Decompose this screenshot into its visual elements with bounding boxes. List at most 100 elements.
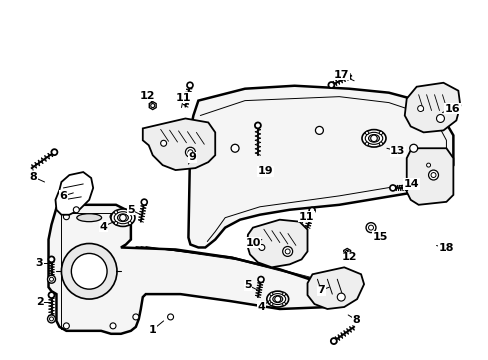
Circle shape [167, 314, 173, 320]
Circle shape [427, 170, 438, 180]
Circle shape [368, 225, 373, 230]
Polygon shape [307, 267, 364, 309]
Text: 13: 13 [389, 146, 405, 156]
Text: 8: 8 [351, 315, 359, 325]
Polygon shape [48, 205, 334, 334]
Circle shape [328, 82, 334, 88]
Circle shape [185, 147, 195, 157]
Circle shape [254, 122, 260, 129]
Circle shape [110, 323, 116, 329]
Circle shape [269, 302, 272, 306]
Circle shape [48, 292, 54, 298]
Circle shape [120, 215, 126, 221]
Circle shape [370, 135, 377, 141]
Polygon shape [404, 83, 459, 132]
Text: 12: 12 [140, 91, 155, 101]
Ellipse shape [368, 135, 379, 142]
Circle shape [63, 323, 69, 329]
Text: 6: 6 [60, 191, 67, 201]
Circle shape [436, 114, 444, 122]
Circle shape [274, 296, 280, 302]
Circle shape [186, 82, 193, 88]
Ellipse shape [361, 130, 385, 147]
Circle shape [47, 275, 55, 283]
Circle shape [231, 144, 239, 152]
Text: 11: 11 [175, 93, 191, 103]
Text: 12: 12 [341, 252, 356, 262]
Circle shape [379, 131, 382, 135]
Circle shape [282, 293, 285, 296]
Circle shape [161, 140, 166, 146]
Circle shape [258, 244, 264, 251]
Text: 18: 18 [438, 243, 453, 253]
Circle shape [71, 253, 107, 289]
Text: 4: 4 [99, 222, 107, 231]
Text: 3: 3 [36, 258, 43, 268]
Text: 5: 5 [244, 280, 251, 290]
Ellipse shape [114, 212, 131, 224]
Text: 2: 2 [36, 297, 43, 307]
Circle shape [47, 315, 55, 323]
Ellipse shape [272, 296, 282, 302]
Text: 9: 9 [188, 152, 196, 162]
Circle shape [269, 293, 272, 296]
Text: 4: 4 [257, 302, 265, 312]
Circle shape [308, 207, 314, 213]
Circle shape [430, 172, 435, 177]
Circle shape [49, 277, 53, 281]
Circle shape [73, 207, 79, 213]
Circle shape [133, 314, 139, 320]
Circle shape [345, 251, 348, 255]
Circle shape [330, 338, 336, 344]
Ellipse shape [269, 294, 285, 305]
Circle shape [49, 317, 53, 321]
Ellipse shape [266, 291, 288, 307]
Circle shape [282, 247, 292, 256]
Text: 15: 15 [371, 231, 387, 242]
Text: 14: 14 [403, 179, 419, 189]
Circle shape [409, 144, 417, 152]
Circle shape [366, 223, 375, 233]
Circle shape [365, 142, 368, 145]
Circle shape [337, 293, 345, 301]
Ellipse shape [77, 214, 102, 222]
Circle shape [128, 211, 131, 214]
Circle shape [48, 256, 54, 262]
Circle shape [379, 142, 382, 145]
Text: 10: 10 [245, 238, 260, 248]
Text: 8: 8 [30, 172, 38, 182]
Polygon shape [406, 148, 452, 205]
Circle shape [285, 249, 289, 254]
Polygon shape [188, 86, 452, 247]
Circle shape [63, 214, 69, 220]
Text: 16: 16 [444, 104, 459, 113]
Circle shape [51, 149, 57, 155]
Text: 5: 5 [127, 205, 134, 215]
Polygon shape [142, 118, 215, 170]
Polygon shape [246, 220, 307, 267]
Circle shape [426, 163, 429, 167]
Polygon shape [149, 102, 156, 109]
Text: 17: 17 [333, 70, 348, 80]
Circle shape [417, 105, 423, 112]
Circle shape [282, 302, 285, 306]
Circle shape [150, 104, 154, 108]
Circle shape [258, 276, 264, 283]
Ellipse shape [117, 214, 128, 221]
Ellipse shape [365, 132, 382, 144]
Text: 1: 1 [148, 325, 156, 335]
Circle shape [389, 185, 395, 191]
Circle shape [365, 131, 368, 135]
Circle shape [110, 214, 116, 220]
Circle shape [128, 221, 131, 225]
Circle shape [187, 150, 192, 155]
Circle shape [61, 243, 117, 299]
Polygon shape [343, 248, 350, 256]
Circle shape [114, 211, 118, 214]
Text: 11: 11 [298, 212, 314, 222]
Polygon shape [55, 172, 93, 215]
Circle shape [114, 221, 118, 225]
Text: 7: 7 [317, 285, 325, 295]
Circle shape [315, 126, 323, 134]
Text: 19: 19 [258, 166, 273, 176]
